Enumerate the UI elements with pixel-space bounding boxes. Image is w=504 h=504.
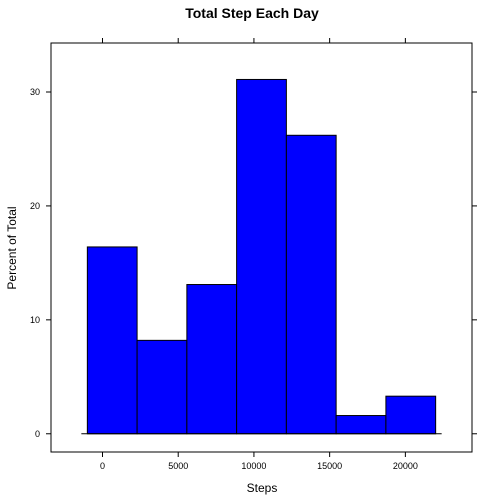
histogram-bar [385,395,437,435]
x-tick-label: 15000 [317,461,342,471]
y-tick-label: 30 [30,87,40,97]
chart-title: Total Step Each Day [185,5,319,21]
histogram-bar [335,415,387,435]
histogram-bar [236,78,287,435]
histogram-bar [136,339,188,435]
histogram-bar [285,134,337,435]
histogram-bar [86,246,138,435]
x-tick-label: 10000 [241,461,266,471]
y-tick-label: 0 [35,429,40,439]
y-axis-label: Percent of Total [5,206,19,289]
x-tick-label: 5000 [168,461,188,471]
histogram-bar [186,284,238,435]
y-tick-label: 20 [30,201,40,211]
x-axis-label: Steps [247,481,278,495]
plot-frame [50,42,473,453]
x-tick-label: 20000 [393,461,418,471]
x-tick-label: 0 [100,461,105,471]
y-tick-label: 10 [30,315,40,325]
